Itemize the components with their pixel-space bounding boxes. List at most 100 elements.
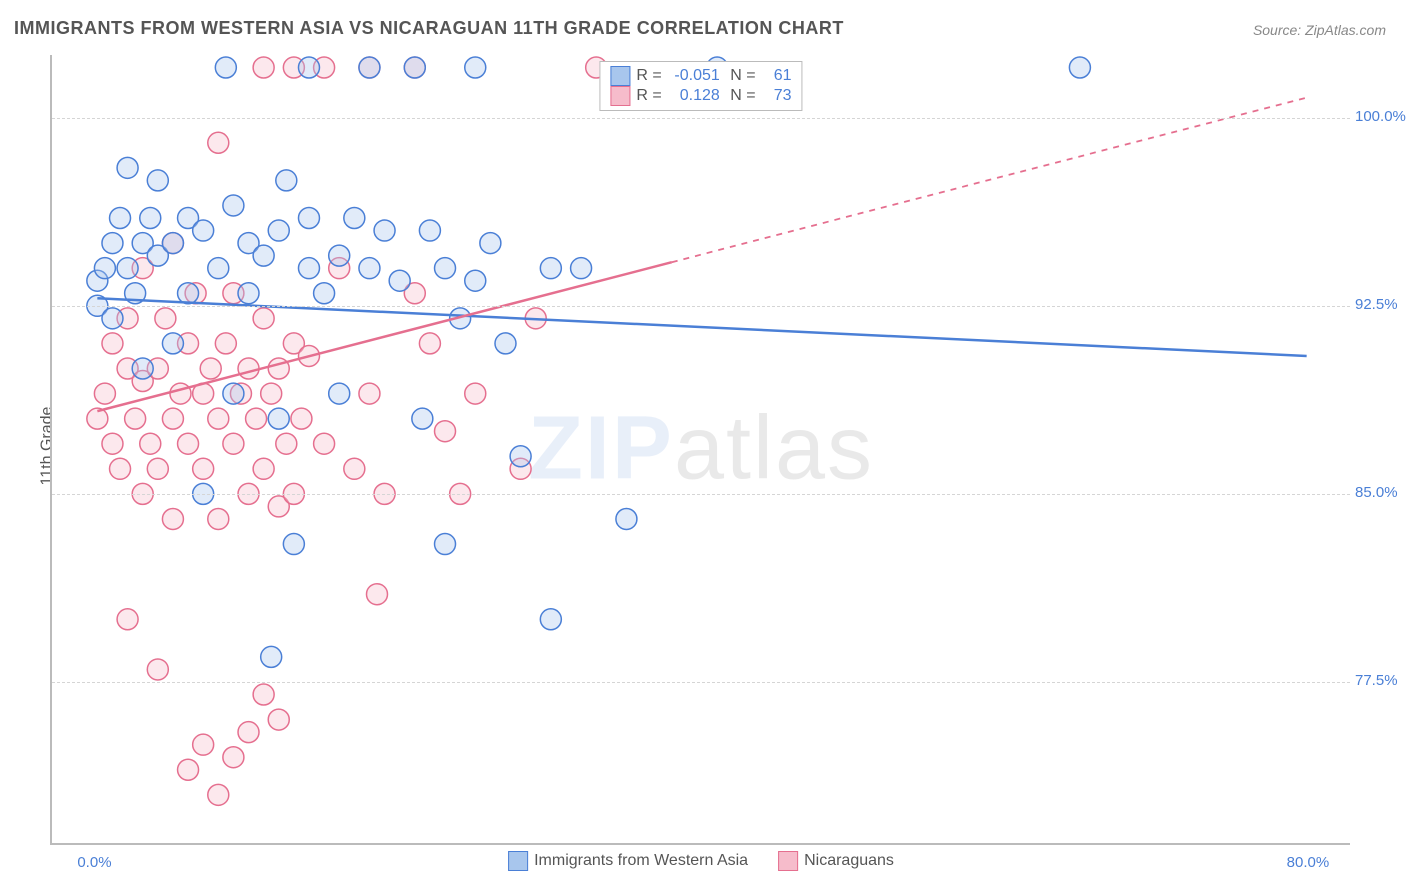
- r-blue: -0.051: [668, 67, 720, 85]
- legend-swatch-pink: [610, 86, 630, 106]
- data-point: [132, 358, 153, 379]
- data-point: [495, 333, 516, 354]
- data-point: [162, 508, 183, 529]
- legend-series-blue: Immigrants from Western Asia: [508, 851, 748, 871]
- data-point: [238, 722, 259, 743]
- data-point: [261, 383, 282, 404]
- data-point: [283, 534, 304, 555]
- chart-svg: [52, 55, 1350, 843]
- data-point: [412, 408, 433, 429]
- data-point: [87, 408, 108, 429]
- data-point: [110, 208, 131, 229]
- n-blue: 61: [762, 67, 792, 85]
- data-point: [480, 233, 501, 254]
- data-point: [344, 458, 365, 479]
- data-point: [215, 57, 236, 78]
- data-point: [102, 233, 123, 254]
- data-point: [117, 157, 138, 178]
- data-point: [94, 383, 115, 404]
- data-point: [276, 433, 297, 454]
- data-point: [178, 283, 199, 304]
- data-point: [314, 283, 335, 304]
- x-tick-label: 0.0%: [77, 854, 111, 871]
- data-point: [102, 308, 123, 329]
- data-point: [223, 195, 244, 216]
- data-point: [314, 433, 335, 454]
- data-point: [1069, 57, 1090, 78]
- data-point: [253, 57, 274, 78]
- y-tick-label: 100.0%: [1355, 108, 1406, 125]
- data-point: [200, 358, 221, 379]
- data-point: [435, 421, 456, 442]
- data-point: [238, 283, 259, 304]
- data-point: [298, 258, 319, 279]
- data-point: [94, 258, 115, 279]
- data-point: [178, 759, 199, 780]
- data-point: [276, 170, 297, 191]
- data-point: [117, 258, 138, 279]
- data-point: [193, 734, 214, 755]
- correlation-legend: R = -0.051 N = 61 R = 0.128 N = 73: [599, 61, 802, 111]
- data-point: [344, 208, 365, 229]
- data-point: [616, 508, 637, 529]
- y-tick-label: 92.5%: [1355, 296, 1406, 313]
- data-point: [419, 220, 440, 241]
- data-point: [435, 534, 456, 555]
- data-point: [465, 270, 486, 291]
- source-attribution: Source: ZipAtlas.com: [1253, 22, 1386, 38]
- data-point: [540, 258, 561, 279]
- data-point: [291, 408, 312, 429]
- data-point: [253, 308, 274, 329]
- data-point: [389, 270, 410, 291]
- data-point: [465, 383, 486, 404]
- data-point: [465, 57, 486, 78]
- legend-swatch-pink-2: [778, 851, 798, 871]
- data-point: [329, 245, 350, 266]
- data-point: [246, 408, 267, 429]
- series-legend: Immigrants from Western Asia Nicaraguans: [508, 851, 894, 871]
- data-point: [117, 609, 138, 630]
- data-point: [367, 584, 388, 605]
- data-point: [208, 508, 229, 529]
- data-point: [208, 408, 229, 429]
- plot-area: ZIPatlas R = -0.051 N = 61 R = 0.128 N =…: [50, 55, 1350, 845]
- data-point: [419, 333, 440, 354]
- data-point: [329, 383, 350, 404]
- data-point: [147, 170, 168, 191]
- data-point: [110, 458, 131, 479]
- data-point: [147, 659, 168, 680]
- legend-row-pink: R = 0.128 N = 73: [610, 86, 791, 106]
- data-point: [193, 458, 214, 479]
- data-point: [170, 383, 191, 404]
- legend-series-pink: Nicaraguans: [778, 851, 894, 871]
- data-point: [359, 57, 380, 78]
- data-point: [359, 383, 380, 404]
- data-point: [208, 132, 229, 153]
- data-point: [178, 433, 199, 454]
- data-point: [298, 208, 319, 229]
- chart-title: IMMIGRANTS FROM WESTERN ASIA VS NICARAGU…: [14, 18, 844, 39]
- data-point: [140, 433, 161, 454]
- data-point: [155, 308, 176, 329]
- y-tick-label: 85.0%: [1355, 484, 1406, 501]
- legend-swatch-blue-2: [508, 851, 528, 871]
- legend-label-blue: Immigrants from Western Asia: [534, 852, 748, 870]
- data-point: [268, 709, 289, 730]
- data-point: [162, 408, 183, 429]
- data-point: [193, 220, 214, 241]
- data-point: [253, 458, 274, 479]
- data-point: [238, 358, 259, 379]
- data-point: [125, 408, 146, 429]
- data-point: [404, 57, 425, 78]
- y-tick-label: 77.5%: [1355, 672, 1406, 689]
- data-point: [140, 208, 161, 229]
- data-point: [268, 408, 289, 429]
- data-point: [571, 258, 592, 279]
- data-point: [374, 220, 395, 241]
- data-point: [268, 220, 289, 241]
- data-point: [147, 458, 168, 479]
- n-pink: 73: [762, 87, 792, 105]
- data-point: [162, 233, 183, 254]
- chart-container: IMMIGRANTS FROM WESTERN ASIA VS NICARAGU…: [0, 0, 1406, 892]
- data-point: [215, 333, 236, 354]
